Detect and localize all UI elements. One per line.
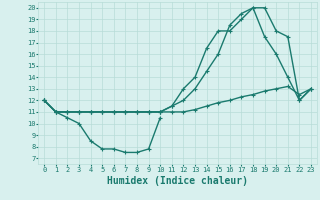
X-axis label: Humidex (Indice chaleur): Humidex (Indice chaleur) [107, 176, 248, 186]
